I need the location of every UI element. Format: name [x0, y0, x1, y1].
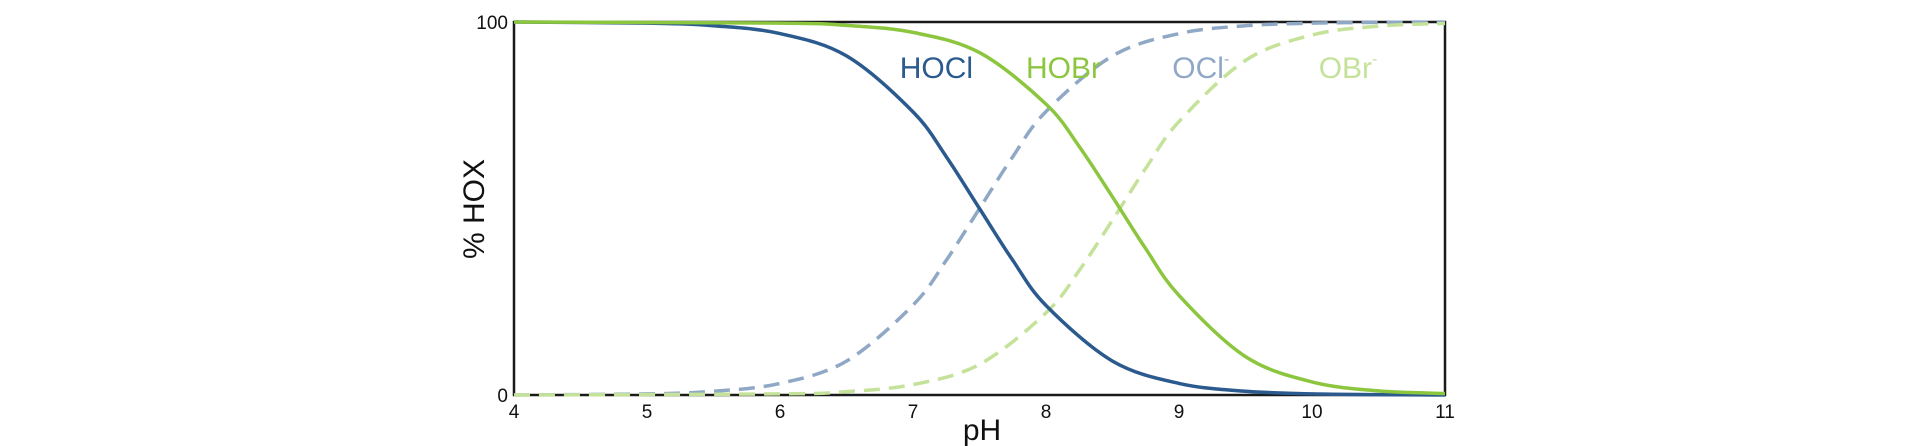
series-layer: [513, 20, 1446, 397]
x-axis-label: pH: [963, 414, 1001, 446]
x-tick-label: 4: [509, 402, 520, 423]
plot-frame: [512, 20, 1447, 397]
series-line-ocl: [513, 20, 1446, 397]
series-label-obr: OBr-: [1319, 51, 1378, 85]
series-label-ocl: OCl-: [1172, 51, 1229, 85]
x-tick-label: 8: [1041, 402, 1052, 423]
y-tick-label: 0: [497, 386, 508, 407]
y-tick-label: 100: [476, 13, 508, 34]
x-tick-label: 6: [775, 402, 786, 423]
x-tick-label: 10: [1301, 402, 1322, 423]
series-label-hobr: HOBr: [1026, 52, 1101, 85]
series-line-hocl: [513, 20, 1446, 397]
x-tick-label: 7: [908, 402, 919, 423]
x-tick-label: 11: [1435, 402, 1455, 423]
series-line-hobr: [513, 20, 1446, 396]
x-tick-label: 5: [642, 402, 653, 423]
series-line-obr: [513, 21, 1446, 397]
x-tick-label: 9: [1174, 402, 1185, 423]
y-axis-label: % HOX: [458, 159, 491, 259]
x-tick-labels: 4 5 6 7 8 9 10 11: [509, 402, 1455, 423]
series-label-hocl: HOCl: [900, 52, 973, 85]
y-tick-labels: 0 100: [476, 13, 508, 407]
series-label-layer: HOCl HOBr OCl- OBr-: [900, 51, 1378, 85]
